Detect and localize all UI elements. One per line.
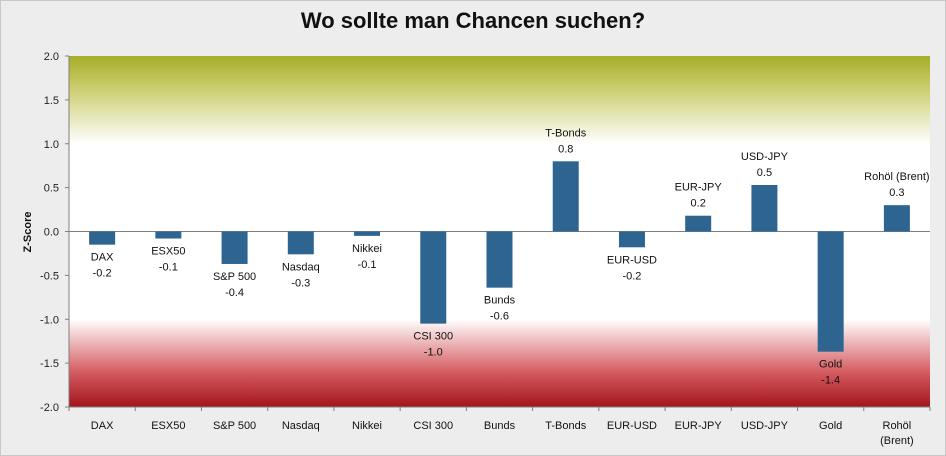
data-label-value: -0.2 — [622, 270, 641, 282]
bar — [89, 231, 116, 245]
y-tick-label: -1.5 — [40, 358, 59, 370]
x-tick-label: EUR-USD — [607, 420, 657, 432]
data-label-name: EUR-JPY — [675, 182, 723, 194]
x-tick-label: USD-JPY — [741, 420, 789, 432]
data-label-value: -0.4 — [225, 287, 244, 299]
x-tick-label: T-Bonds — [545, 420, 586, 432]
data-label-value: 0.8 — [558, 143, 573, 155]
negative-zone-band — [69, 319, 930, 407]
data-label-name: Bunds — [484, 295, 516, 307]
x-tick-label: Nikkei — [352, 420, 382, 432]
bar — [354, 231, 381, 236]
data-label-name: Nikkei — [352, 243, 382, 255]
x-tick-label: DAX — [91, 420, 114, 432]
data-label-value: 0.5 — [757, 167, 772, 179]
data-label-name: USD-JPY — [741, 151, 789, 163]
data-label-value: 0.3 — [889, 187, 904, 199]
data-label-name: Gold — [819, 359, 842, 371]
x-tick-label: Rohöl — [883, 420, 912, 432]
data-label-name: Nasdaq — [282, 261, 320, 273]
chart-title: Wo sollte man Chancen suchen? — [300, 8, 646, 33]
data-label-name: CSI 300 — [413, 331, 453, 343]
y-tick-label: 1.5 — [44, 95, 59, 107]
data-label-value: -0.3 — [291, 277, 310, 289]
data-label-name: DAX — [91, 252, 114, 264]
positive-zone-band — [69, 56, 930, 144]
bar — [751, 184, 778, 232]
y-tick-label: 1.0 — [44, 139, 59, 151]
bar — [287, 231, 314, 255]
x-tick-label: Nasdaq — [282, 420, 320, 432]
y-tick-label: 0.0 — [44, 227, 59, 239]
x-tick-label: (Brent) — [880, 435, 914, 447]
bar — [817, 231, 844, 352]
data-label-value: -1.0 — [424, 347, 443, 359]
bar — [221, 231, 248, 264]
data-label-value: 0.2 — [691, 198, 706, 210]
bar — [883, 205, 910, 232]
y-tick-label: -1.0 — [40, 314, 59, 326]
bar — [552, 161, 579, 232]
data-label-name: T-Bonds — [545, 127, 586, 139]
data-label-value: -1.4 — [821, 375, 840, 387]
bar — [155, 231, 182, 239]
y-axis-label: Z-Score — [22, 212, 34, 253]
y-tick-label: 0.5 — [44, 183, 59, 195]
bar — [618, 231, 645, 248]
data-label-name: Rohöl (Brent) — [864, 171, 929, 183]
x-tick-label: Gold — [819, 420, 842, 432]
x-tick-label: Bunds — [484, 420, 516, 432]
x-tick-label: EUR-JPY — [675, 420, 723, 432]
data-label-value: -0.2 — [93, 268, 112, 280]
y-tick-label: -0.5 — [40, 270, 59, 282]
data-label-value: -0.6 — [490, 311, 509, 323]
data-label-name: EUR-USD — [607, 254, 657, 266]
data-label-value: -0.1 — [358, 259, 377, 271]
bar — [685, 215, 712, 232]
data-label-name: ESX50 — [151, 246, 185, 258]
y-tick-label: 2.0 — [44, 51, 59, 63]
bar — [420, 231, 447, 324]
x-tick-label: ESX50 — [151, 420, 185, 432]
data-label-name: S&P 500 — [213, 271, 256, 283]
data-label-value: -0.1 — [159, 262, 178, 274]
bar — [486, 231, 513, 288]
y-tick-label: -2.0 — [40, 402, 59, 414]
x-tick-label: CSI 300 — [413, 420, 453, 432]
x-tick-label: S&P 500 — [213, 420, 256, 432]
